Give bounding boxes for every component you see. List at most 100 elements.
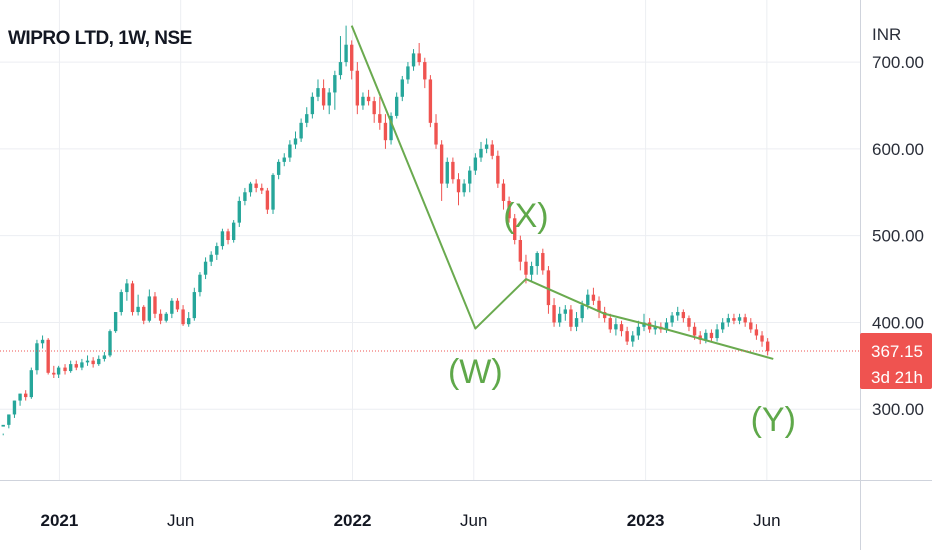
candle-body [462,183,466,193]
candle [142,305,146,325]
candle [344,25,348,67]
candle [439,140,444,201]
candle [102,351,107,362]
candle [97,355,101,366]
candle [215,242,219,260]
candle-body [187,318,191,325]
candle [631,331,635,347]
y-tick-label: 300.00 [872,400,924,419]
wave-polyline[interactable] [350,25,774,360]
candle-body [113,312,118,332]
candle [389,112,393,145]
candle [529,261,534,281]
candle-body [366,96,371,102]
candle [170,298,174,319]
candle [243,187,247,206]
candle [473,153,478,175]
candle-body [614,324,618,330]
candle-body [338,62,343,76]
candle-body [490,144,494,156]
candle [175,298,180,313]
candle-body [451,161,455,180]
candle [220,228,225,250]
candle [574,312,579,332]
candle-body [119,292,123,313]
wave-label[interactable]: (W) [448,353,503,391]
candle-body [501,183,506,201]
candle-body [350,44,354,71]
candle [490,140,494,160]
x-tick-label: 2023 [627,511,665,530]
candle-body [653,326,657,330]
candle-body [423,62,427,80]
candle-body [541,253,545,271]
current-price-marker: 367.15 3d 21h [0,332,932,389]
candle [119,289,123,316]
candle-body [676,312,680,316]
candle-body [411,53,416,67]
candle [501,179,506,210]
candle [192,287,197,321]
candle-body [715,329,719,339]
symbol-title[interactable]: WIPRO LTD, 1W, NSE [8,28,192,49]
candle-body [563,309,567,314]
candle-body [513,218,517,240]
candle [136,294,140,316]
candle-body [333,75,337,93]
candle-body [226,231,230,240]
candle-body [97,358,101,365]
candle-body [726,318,730,323]
candle [456,173,461,206]
candle-body [704,332,708,340]
candle-body [158,313,163,321]
candle-body [68,364,73,372]
candle-body [406,66,410,80]
candle-body [310,96,315,115]
candle-body [198,274,202,293]
candle-body [479,148,483,158]
candle-body [687,318,691,327]
candle [451,157,455,184]
candle [670,312,674,327]
candle-body [209,254,213,262]
candle-body [52,372,56,375]
candle [271,173,275,214]
currency-label: INR [872,25,901,44]
candle-body [434,122,438,145]
candle-body [130,283,135,313]
candle [276,159,281,180]
chart-grid [0,0,860,480]
candle-body [507,200,511,219]
candle-body [260,187,264,191]
candle-body [456,179,461,193]
candle [333,70,337,110]
candle [29,367,34,399]
candle-body [136,306,140,313]
candle [513,213,517,245]
candle-body [681,312,686,319]
candle [260,183,264,194]
candle [743,313,747,327]
y-tick-label: 600.00 [872,140,924,159]
wave-label[interactable]: (Y) [751,401,796,439]
candle [46,338,50,375]
candle [310,92,315,119]
candle [760,331,764,347]
candle-body [203,261,208,275]
candle-body [709,332,714,339]
candle-body [305,114,309,123]
candle [383,114,388,149]
candle-body [524,261,528,275]
candle [737,313,742,325]
candle-body [631,335,635,342]
candle [321,79,326,110]
wave-label[interactable]: (X) [503,197,548,235]
candle-body [737,317,742,321]
candle [35,339,39,375]
candle-body [147,296,152,321]
candle-body [574,318,579,327]
candle-body [35,343,39,371]
candle [462,179,466,197]
candle-body [721,322,725,330]
